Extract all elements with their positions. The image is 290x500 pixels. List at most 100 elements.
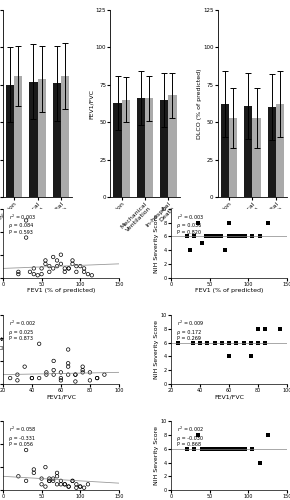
Point — [88, 368, 92, 376]
Point — [234, 338, 239, 346]
Point — [16, 472, 21, 480]
Point — [86, 270, 90, 278]
Point — [196, 218, 200, 226]
Point — [215, 445, 220, 453]
Bar — [268, 108, 276, 198]
Point — [32, 466, 36, 473]
Point — [47, 477, 52, 485]
Bar — [252, 118, 261, 198]
Point — [59, 260, 63, 268]
Point — [62, 480, 67, 488]
Point — [204, 232, 208, 240]
Point — [74, 268, 79, 276]
Point — [256, 325, 260, 333]
Point — [66, 359, 70, 367]
Point — [227, 218, 231, 226]
X-axis label: FEV1/FVC: FEV1/FVC — [46, 394, 76, 400]
Point — [70, 477, 75, 485]
Bar — [38, 79, 46, 198]
Point — [234, 338, 239, 346]
Point — [95, 374, 99, 382]
Point — [70, 260, 75, 268]
Point — [66, 482, 71, 490]
Point — [205, 338, 210, 346]
Point — [73, 378, 78, 386]
Point — [55, 469, 59, 477]
Point — [37, 340, 41, 348]
Point — [205, 338, 210, 346]
Point — [15, 376, 20, 384]
Point — [73, 370, 78, 378]
Bar — [160, 100, 168, 198]
Point — [241, 338, 246, 346]
Point — [66, 482, 71, 490]
Point — [47, 474, 52, 482]
Point — [78, 482, 83, 490]
Point — [62, 264, 67, 272]
Point — [238, 232, 243, 240]
Point — [249, 338, 253, 346]
Point — [80, 362, 85, 370]
Y-axis label: FEV1/FVC: FEV1/FVC — [89, 88, 94, 118]
Point — [70, 477, 75, 485]
Point — [59, 374, 63, 382]
Point — [249, 352, 253, 360]
Point — [191, 338, 195, 346]
Point — [207, 232, 212, 240]
Point — [234, 338, 239, 346]
Y-axis label: NIH Severity Score: NIH Severity Score — [154, 426, 159, 485]
Point — [223, 445, 228, 453]
Text: $r^2$ = 0.002
ρ = 0.025
P = 0.873: $r^2$ = 0.002 ρ = 0.025 P = 0.873 — [9, 318, 36, 341]
Text: $r^2$ = 0.003
ρ = 0.084
P = 0.593: $r^2$ = 0.003 ρ = 0.084 P = 0.593 — [9, 212, 36, 235]
Point — [16, 268, 21, 276]
Point — [30, 374, 34, 382]
Bar — [221, 104, 229, 198]
Point — [200, 445, 204, 453]
Point — [211, 232, 216, 240]
Point — [74, 262, 79, 270]
Point — [80, 366, 85, 374]
Point — [223, 246, 228, 254]
Point — [215, 232, 220, 240]
Point — [184, 232, 189, 240]
Point — [211, 445, 216, 453]
Bar — [229, 118, 237, 198]
Point — [59, 480, 63, 488]
Point — [263, 338, 268, 346]
Point — [95, 374, 99, 382]
Point — [22, 362, 27, 370]
Point — [44, 370, 49, 378]
Bar — [244, 106, 252, 198]
Point — [43, 260, 48, 268]
Bar — [6, 85, 14, 198]
Point — [241, 338, 246, 346]
Point — [24, 216, 28, 224]
Point — [78, 482, 83, 490]
Point — [220, 338, 224, 346]
Y-axis label: DLCO (% of predicted): DLCO (% of predicted) — [197, 68, 202, 139]
Point — [250, 445, 255, 453]
Point — [62, 480, 67, 488]
Point — [242, 232, 247, 240]
Point — [250, 232, 255, 240]
Point — [219, 232, 224, 240]
Point — [43, 463, 48, 471]
X-axis label: FEV1 (% of predicted): FEV1 (% of predicted) — [27, 288, 95, 293]
Point — [86, 480, 90, 488]
Point — [66, 370, 70, 378]
Point — [55, 256, 59, 264]
Y-axis label: NIH Severity Score: NIH Severity Score — [154, 214, 159, 273]
Bar — [14, 76, 22, 198]
Point — [234, 338, 239, 346]
Point — [47, 262, 52, 270]
Point — [258, 458, 262, 466]
Point — [78, 262, 83, 270]
Point — [227, 445, 231, 453]
Point — [74, 480, 79, 488]
Legend: Non-COPD, COPD: Non-COPD, COPD — [0, 334, 33, 353]
Point — [249, 338, 253, 346]
Point — [66, 362, 70, 370]
Point — [51, 474, 55, 482]
Point — [256, 338, 260, 346]
Point — [192, 232, 197, 240]
